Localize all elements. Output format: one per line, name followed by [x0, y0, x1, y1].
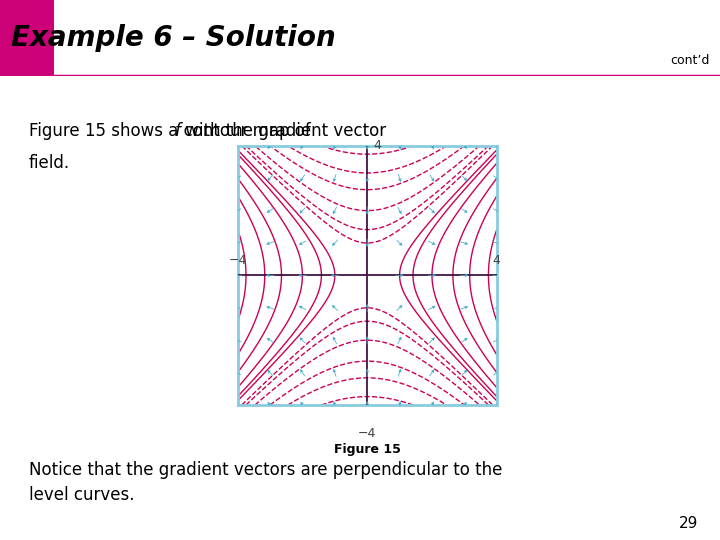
Text: Figure 15 shows a contour map of: Figure 15 shows a contour map of: [29, 122, 316, 140]
Text: Figure 15: Figure 15: [334, 443, 400, 456]
Text: 4: 4: [493, 254, 500, 267]
Text: −4: −4: [228, 254, 247, 267]
Text: cont’d: cont’d: [670, 53, 709, 66]
Text: 4: 4: [374, 139, 382, 152]
Text: Notice that the gradient vectors are perpendicular to the
level curves.: Notice that the gradient vectors are per…: [29, 461, 502, 504]
Text: 29: 29: [679, 516, 698, 531]
Text: −4: −4: [358, 427, 377, 440]
Text: field.: field.: [29, 153, 70, 172]
Text: f: f: [175, 122, 181, 140]
Text: Example 6 – Solution: Example 6 – Solution: [11, 24, 336, 52]
Bar: [0, 0, 54, 76]
Text: with the gradient vector: with the gradient vector: [180, 122, 386, 140]
